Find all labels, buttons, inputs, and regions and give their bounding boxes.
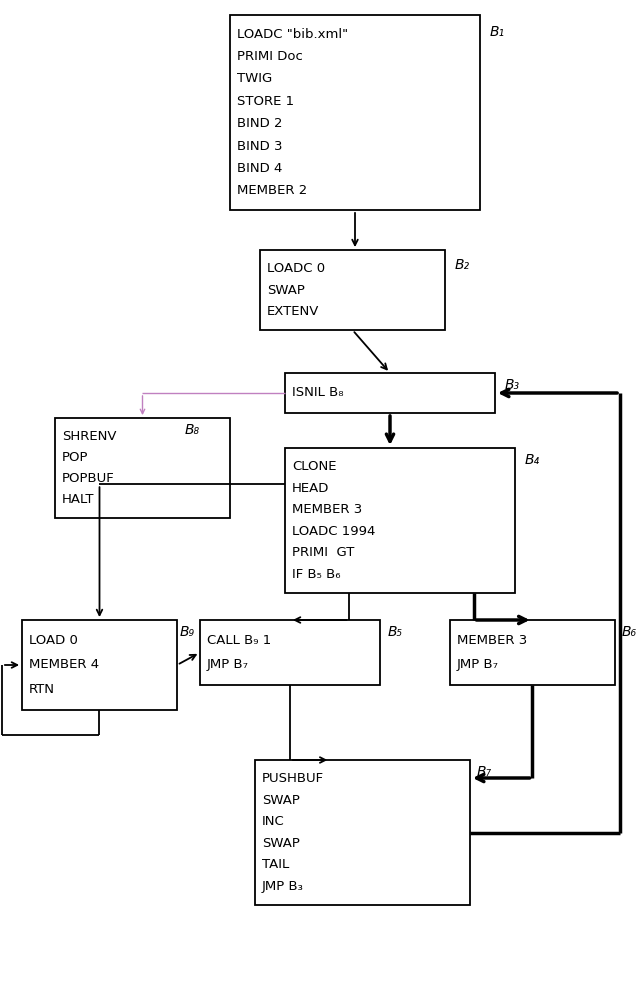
Text: PRIMI  GT: PRIMI GT [292, 546, 354, 559]
Text: IF B₅ B₆: IF B₅ B₆ [292, 568, 340, 581]
Text: SHRENV: SHRENV [62, 430, 116, 443]
Text: BIND 2: BIND 2 [237, 117, 282, 130]
Text: SWAP: SWAP [267, 284, 305, 296]
Bar [200, 620, 380, 685]
Text: B₈: B₈ [185, 423, 200, 437]
Text: B₅: B₅ [388, 625, 403, 639]
Text: CLONE: CLONE [292, 460, 336, 473]
Text: MEMBER 3: MEMBER 3 [292, 503, 362, 516]
Text: LOADC "bib.xml": LOADC "bib.xml" [237, 28, 348, 41]
Text: PUSHBUF: PUSHBUF [262, 772, 324, 785]
Bar [285, 373, 495, 413]
Text: EXTENV: EXTENV [267, 305, 319, 318]
Text: JMP B₇: JMP B₇ [207, 658, 249, 671]
Bar [230, 15, 480, 210]
Text: PRIMI Doc: PRIMI Doc [237, 50, 303, 63]
Text: RTN: RTN [29, 683, 55, 696]
Text: MEMBER 3: MEMBER 3 [457, 634, 527, 647]
Text: B₉: B₉ [180, 625, 195, 639]
Bar [22, 620, 177, 710]
Bar [285, 448, 515, 593]
Bar [450, 620, 615, 685]
Text: SWAP: SWAP [262, 794, 300, 807]
Text: B₆: B₆ [622, 625, 637, 639]
Text: POP: POP [62, 451, 89, 464]
Text: MEMBER 2: MEMBER 2 [237, 184, 308, 197]
Text: HALT: HALT [62, 493, 94, 506]
Text: MEMBER 4: MEMBER 4 [29, 658, 99, 672]
Text: TAIL: TAIL [262, 858, 290, 871]
Text: CALL B₉ 1: CALL B₉ 1 [207, 634, 272, 647]
Text: LOAD 0: LOAD 0 [29, 634, 78, 647]
Text: STORE 1: STORE 1 [237, 95, 294, 108]
Text: LOADC 1994: LOADC 1994 [292, 525, 376, 538]
Text: B₁: B₁ [490, 25, 505, 39]
Bar [55, 418, 230, 518]
Text: B₂: B₂ [455, 258, 470, 272]
Text: BIND 3: BIND 3 [237, 140, 282, 153]
Text: POPBUF: POPBUF [62, 472, 115, 485]
Text: TWIG: TWIG [237, 72, 272, 85]
Bar [260, 250, 445, 330]
Bar [255, 760, 470, 905]
Text: SWAP: SWAP [262, 837, 300, 850]
Text: JMP B₇: JMP B₇ [457, 658, 499, 671]
Text: B₄: B₄ [525, 453, 540, 467]
Text: JMP B₃: JMP B₃ [262, 880, 304, 893]
Text: LOADC 0: LOADC 0 [267, 262, 325, 275]
Text: BIND 4: BIND 4 [237, 162, 282, 175]
Text: HEAD: HEAD [292, 482, 329, 495]
Text: ISNIL B₈: ISNIL B₈ [292, 386, 343, 399]
Text: B₃: B₃ [505, 378, 520, 392]
Text: INC: INC [262, 815, 285, 828]
Text: B₇: B₇ [477, 765, 492, 779]
